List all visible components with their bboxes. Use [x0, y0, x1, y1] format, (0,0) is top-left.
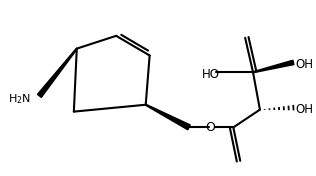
Text: OH: OH — [295, 103, 313, 116]
Text: OH: OH — [295, 58, 313, 71]
Polygon shape — [253, 60, 294, 73]
Text: O: O — [205, 121, 215, 134]
Text: H$_2$N: H$_2$N — [8, 92, 31, 106]
Text: HO: HO — [202, 68, 220, 81]
Polygon shape — [145, 104, 190, 130]
Polygon shape — [38, 48, 77, 97]
